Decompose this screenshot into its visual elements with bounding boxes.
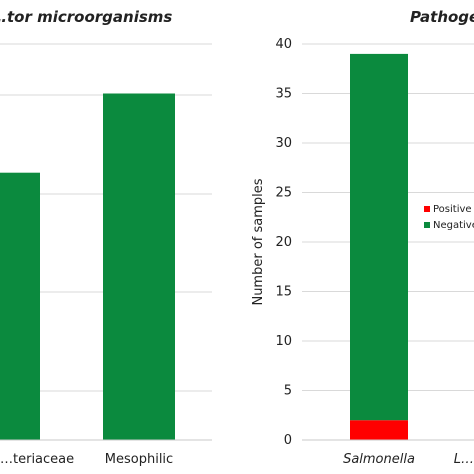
legend-label-positive: Positive — [433, 204, 472, 215]
right-category-label: Salmonella — [343, 452, 415, 467]
left-category-label: Mesophilic — [105, 452, 173, 467]
right-bars — [350, 53, 408, 440]
left-category-labels: …teriaceae Mesophilic — [0, 452, 173, 467]
right-y-axis-label: Number of samples — [251, 178, 266, 305]
left-category-label: …teriaceae — [0, 452, 74, 467]
right-y-tick-label: 40 — [275, 37, 292, 52]
right-legend: Positive Negative — [424, 204, 474, 231]
left-bar — [103, 93, 175, 440]
left-chart-title: …tor microorganisms — [0, 8, 172, 26]
right-y-tick-label: 5 — [284, 384, 292, 399]
left-bar — [0, 172, 40, 440]
right-y-tick-label: 10 — [275, 334, 292, 349]
right-category-labels: Salmonella L… — [343, 452, 474, 467]
right-y-tick-label: 15 — [275, 285, 292, 300]
legend-label-negative: Negative — [433, 220, 474, 231]
legend-swatch-positive — [424, 206, 430, 212]
right-category-label: L… — [454, 452, 474, 467]
right-y-tick-label: 20 — [275, 235, 292, 250]
right-y-tick-label: 25 — [275, 186, 292, 201]
right-y-tick-label: 30 — [275, 136, 292, 151]
right-chart-title: Pathoge… — [410, 8, 474, 26]
left-bars — [0, 93, 175, 440]
left-chart: …teriaceae Mesophilic …tor microorganisms — [0, 8, 212, 467]
right-y-tick-label: 35 — [275, 87, 292, 102]
right-y-tick-labels: 0 5 10 15 20 25 30 35 40 — [275, 37, 292, 448]
bar-segment-negative — [350, 53, 408, 421]
right-y-tick-label: 0 — [284, 433, 292, 448]
right-chart: 0 5 10 15 20 25 30 35 40 Salmonella L… Number of … — [251, 8, 474, 467]
legend-swatch-negative — [424, 222, 430, 228]
bar-segment-positive — [350, 420, 408, 440]
